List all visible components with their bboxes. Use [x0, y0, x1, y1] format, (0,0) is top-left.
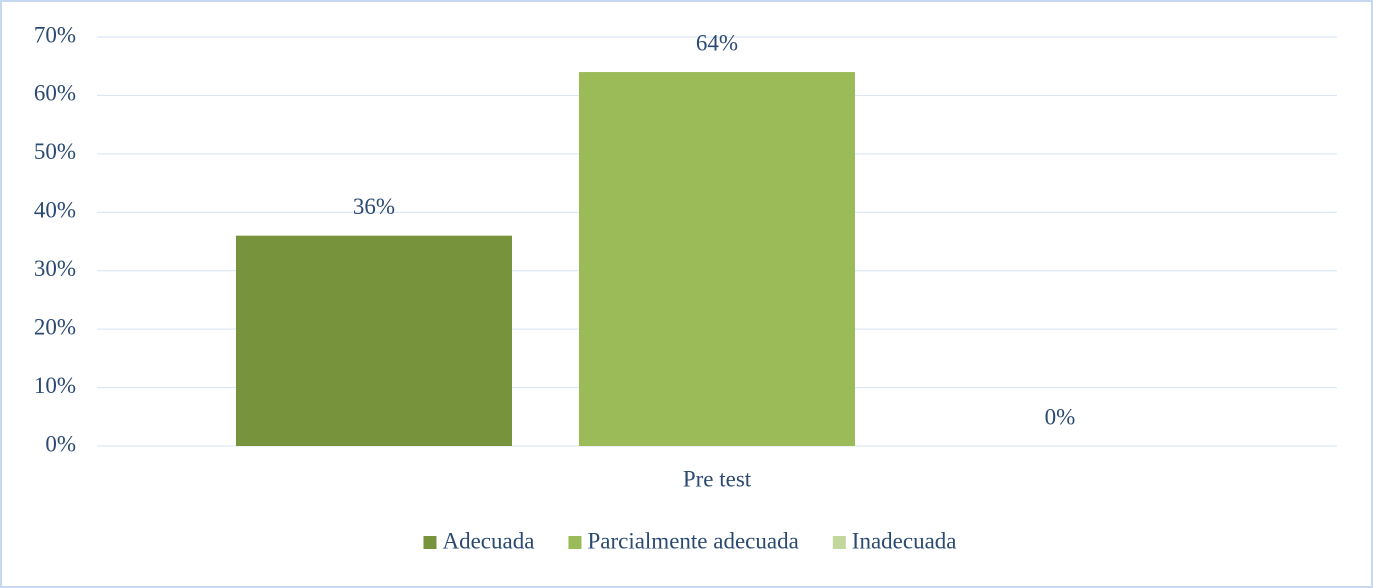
y-tick-label: 10% — [34, 373, 76, 398]
y-tick-label: 20% — [34, 314, 76, 339]
legend-label: Inadecuada — [852, 528, 957, 553]
y-tick-label: 50% — [34, 139, 76, 164]
x-tick-label: Pre test — [683, 466, 752, 491]
legend-item: Inadecuada — [832, 528, 957, 553]
legend-swatch — [423, 536, 437, 549]
legend-item: Parcialmente adecuada — [568, 528, 799, 553]
legend-item: Adecuada — [423, 528, 534, 553]
y-tick-label: 70% — [34, 22, 76, 47]
y-tick-label: 0% — [45, 431, 76, 456]
y-tick-label: 30% — [34, 256, 76, 281]
legend-label: Parcialmente adecuada — [587, 528, 798, 553]
data-label: 0% — [1045, 404, 1076, 429]
data-label: 36% — [353, 194, 395, 219]
bar — [236, 235, 512, 446]
y-tick-label: 40% — [34, 198, 76, 223]
bar — [579, 72, 855, 447]
data-label: 64% — [696, 30, 738, 55]
legend-label: Adecuada — [442, 528, 534, 553]
y-tick-label: 60% — [34, 81, 76, 106]
legend-swatch — [568, 536, 582, 549]
legend-swatch — [832, 536, 846, 549]
